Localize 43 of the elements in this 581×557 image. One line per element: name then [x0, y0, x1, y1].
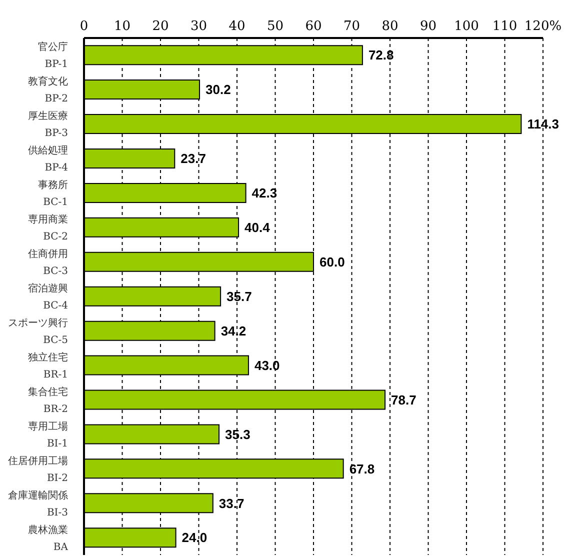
x-tick-label: 80	[382, 19, 398, 34]
y-tick-label: 住居併用工場 BI-2	[8, 454, 68, 484]
y-tick-label: 専用工場 BI-1	[28, 420, 68, 450]
y-tick-label: スポーツ興行 BC-5	[8, 316, 68, 346]
x-tick-label: 60	[305, 19, 322, 34]
y-tick-label: 専用商業 BC-2	[28, 214, 68, 243]
x-tick-label: 110	[492, 19, 518, 34]
x-tick-label: 100	[454, 19, 479, 34]
data-label: 40.4	[244, 220, 271, 236]
y-tick-label: 厚生医療 BP-3	[28, 110, 68, 140]
y-tick-label: 宿泊遊興 BC-4	[28, 282, 68, 312]
y-tick-label: 農林漁業 BA	[28, 524, 69, 553]
y-tick-label: 教育文化 BP-2	[28, 76, 68, 105]
y-tick-label: 独立住宅 BR-1	[28, 351, 68, 380]
x-tick-label: 20	[152, 19, 169, 34]
x-tick-label: 70	[343, 19, 360, 34]
y-tick-label: 官公庁 BP-1	[38, 41, 68, 70]
data-label: 42.3	[252, 186, 278, 201]
data-label: 60.0	[320, 254, 345, 270]
data-label: 43.0	[254, 358, 280, 373]
data-label: 35.3	[225, 426, 250, 442]
data-label: 34.2	[220, 323, 246, 338]
x-tick-label: 40	[228, 19, 246, 34]
x-tick-label: 90	[420, 19, 437, 34]
data-label: 114.3	[527, 116, 560, 132]
data-label: 30.2	[206, 82, 231, 98]
data-label: 35.7	[226, 288, 252, 304]
data-label: 33.7	[218, 496, 244, 511]
data-label: 72.8	[368, 48, 394, 63]
x-tick-label: 50	[266, 19, 284, 34]
x-tick-label: 10	[114, 19, 131, 34]
x-tick-label: 30	[190, 19, 208, 34]
y-tick-label: 住商併用 BC-3	[28, 248, 68, 278]
x-tick-label: 0	[80, 19, 88, 34]
data-label: 67.8	[349, 461, 375, 476]
data-label: 24.0	[182, 530, 208, 546]
y-tick-label: 集合住宅 BR-2	[28, 386, 68, 415]
data-label: 23.7	[180, 151, 206, 166]
y-tick-label: 倉庫運輸関係 BI-3	[8, 489, 68, 518]
y-tick-label: 事務所 BC-1	[38, 179, 68, 208]
data-label: 78.7	[391, 392, 416, 408]
y-tick-label: 供給処理 BP-4	[28, 144, 68, 174]
x-tick-label: 120%	[524, 19, 562, 34]
